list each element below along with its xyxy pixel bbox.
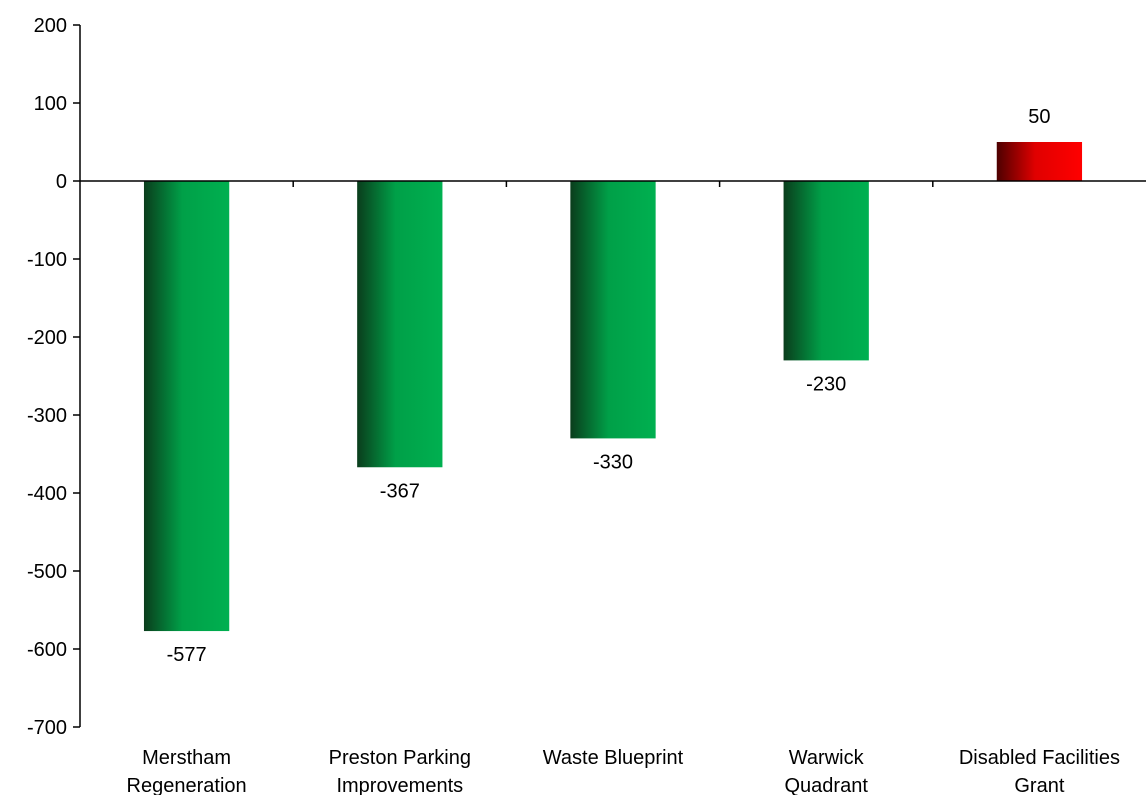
- y-tick-label: -300: [27, 405, 67, 427]
- bar: [357, 181, 443, 468]
- data-label: 50: [1028, 106, 1050, 128]
- category-labels: Merstham Regeneration Preston Parking Impro…: [127, 747, 1120, 795]
- y-tick-label: 200: [34, 15, 67, 37]
- category-label: Warwick: [789, 747, 865, 769]
- data-label: -367: [380, 480, 420, 502]
- data-labels: -577 -367 -330 -230 50: [167, 106, 1051, 666]
- y-axis-ticks: 200 100 0 -100 -200 -300 -400 -500 -600 -700: [27, 15, 80, 739]
- category-label: Improvements: [336, 775, 463, 795]
- category-label: Quadrant: [785, 775, 869, 795]
- y-tick-label: -100: [27, 249, 67, 271]
- bar: [996, 142, 1083, 181]
- y-tick-label: -600: [27, 639, 67, 661]
- y-tick-label: -400: [27, 483, 67, 505]
- data-label: -577: [167, 644, 207, 666]
- bar: [570, 181, 656, 439]
- y-tick-label: -500: [27, 561, 67, 583]
- bar: [783, 181, 869, 361]
- x-axis-ticks: [292, 181, 934, 187]
- y-tick-label: -700: [27, 717, 67, 739]
- bar: [143, 181, 230, 632]
- category-label: Grant: [1014, 775, 1064, 795]
- category-label: Preston Parking: [329, 747, 471, 769]
- y-tick-label: 0: [56, 171, 67, 193]
- category-label: Waste Blueprint: [543, 747, 684, 769]
- data-label: -330: [593, 451, 633, 473]
- category-label: Regeneration: [127, 775, 247, 795]
- bars: [143, 142, 1083, 632]
- y-tick-label: -200: [27, 327, 67, 349]
- data-label: -230: [806, 373, 846, 395]
- category-label: Merstham: [142, 747, 231, 769]
- category-label: Disabled Facilities: [959, 747, 1120, 769]
- y-tick-label: 100: [34, 93, 67, 115]
